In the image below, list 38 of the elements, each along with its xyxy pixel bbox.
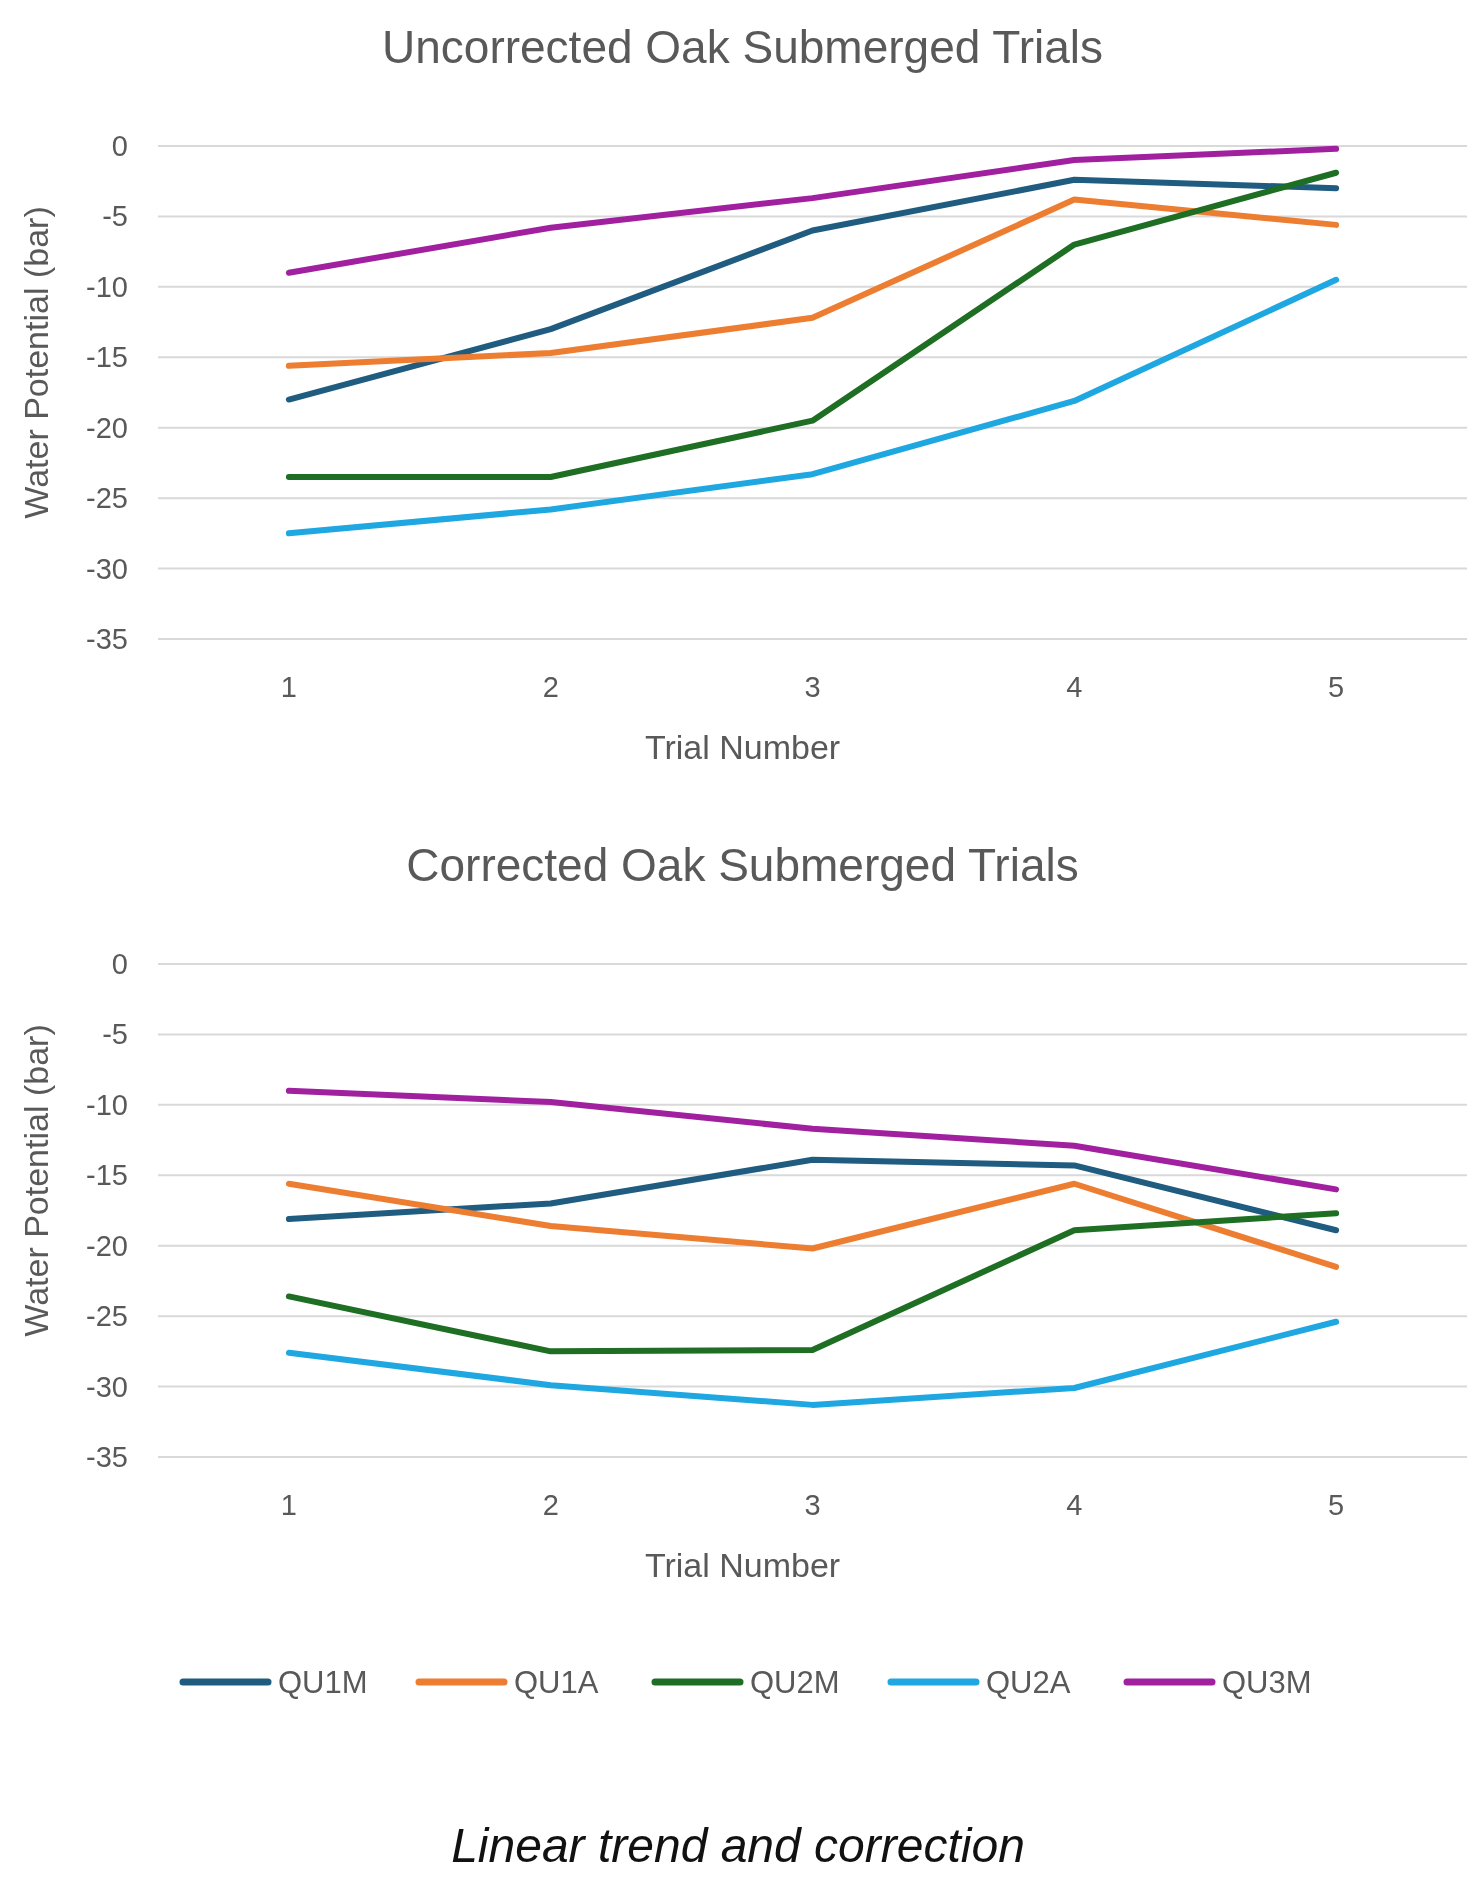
x-tick-label: 4 bbox=[1066, 671, 1083, 703]
x-axis-title: Trial Number bbox=[644, 1546, 841, 1584]
x-tick-label: 2 bbox=[542, 1489, 559, 1521]
x-tick-label: 1 bbox=[280, 1489, 297, 1521]
y-tick-label: -15 bbox=[86, 341, 128, 374]
legend-label: QU3M bbox=[1222, 1665, 1312, 1700]
x-axis-title: Trial Number bbox=[644, 728, 841, 766]
y-tick-label: -5 bbox=[102, 1018, 128, 1051]
chart-title: Uncorrected Oak Submerged Trials bbox=[382, 21, 1103, 73]
y-axis-title: Water Potential (bar) bbox=[17, 206, 55, 519]
y-tick-label: -15 bbox=[86, 1159, 128, 1192]
y-tick-label: -20 bbox=[86, 411, 128, 444]
y-tick-label: -20 bbox=[86, 1229, 128, 1262]
y-axis-title: Water Potential (bar) bbox=[17, 1024, 55, 1337]
y-tick-label: -25 bbox=[86, 1300, 128, 1333]
x-tick-label: 2 bbox=[542, 671, 559, 703]
x-tick-label: 3 bbox=[804, 1489, 821, 1521]
y-tick-label: -5 bbox=[102, 200, 128, 233]
y-tick-label: -30 bbox=[86, 1370, 128, 1403]
legend-label: QU2M bbox=[750, 1665, 840, 1700]
legend-label: QU2A bbox=[986, 1665, 1071, 1700]
x-tick-label: 4 bbox=[1066, 1489, 1083, 1521]
x-tick-label: 3 bbox=[804, 671, 821, 703]
y-tick-label: -30 bbox=[86, 552, 128, 585]
legend-label: QU1A bbox=[514, 1665, 599, 1700]
x-tick-label: 1 bbox=[280, 671, 297, 703]
y-tick-label: 0 bbox=[111, 130, 128, 162]
text: Linear trend and correction bbox=[451, 1819, 1025, 1872]
y-tick-label: -10 bbox=[86, 1088, 128, 1121]
chart-title: Corrected Oak Submerged Trials bbox=[406, 839, 1079, 891]
x-tick-label: 5 bbox=[1328, 671, 1345, 703]
y-tick-label: -25 bbox=[86, 482, 128, 515]
y-tick-label: 0 bbox=[111, 948, 128, 980]
y-tick-label: -10 bbox=[86, 270, 128, 303]
x-tick-label: 5 bbox=[1328, 1489, 1345, 1521]
y-tick-label: -35 bbox=[86, 623, 128, 655]
y-tick-label: -35 bbox=[86, 1441, 128, 1473]
legend-label: QU1M bbox=[278, 1665, 368, 1700]
